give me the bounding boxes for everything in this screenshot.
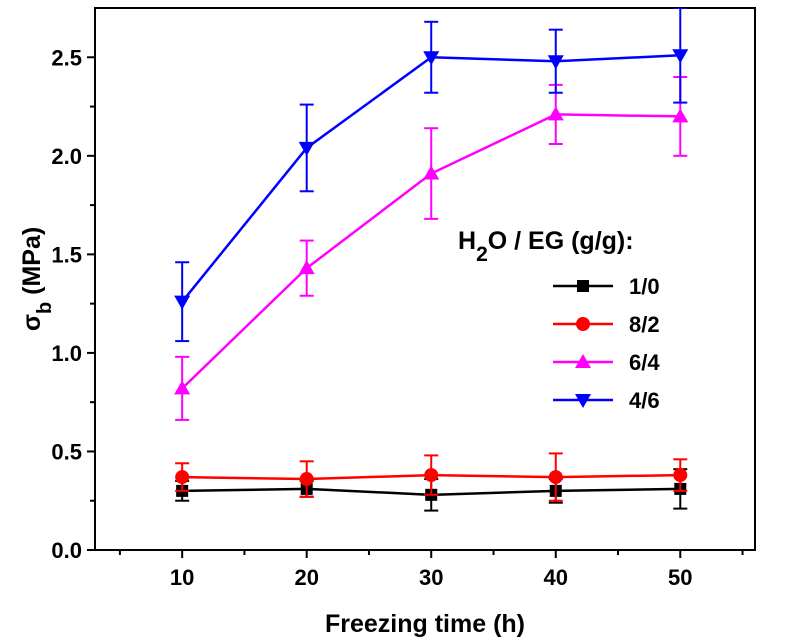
x-axis-ticks: 10 20 30 40 50	[118, 550, 744, 590]
y-tick-label-1.0: 1.0	[51, 341, 82, 366]
legend-marker	[577, 280, 589, 292]
data-point-8-2-20	[299, 472, 314, 487]
y-axis-title: σb (MPa)	[18, 227, 56, 331]
legend-entry-8-2: 8/2	[553, 312, 660, 337]
data-point-8-2-50	[673, 468, 688, 483]
data-point-8-2-40	[548, 470, 563, 485]
x-tick-label-30: 30	[419, 565, 443, 590]
legend-label: 1/0	[629, 274, 660, 299]
y-tick-label-1.5: 1.5	[51, 242, 82, 267]
y-axis-title-subscript: b	[34, 302, 56, 314]
data-point-6-4-10	[174, 380, 191, 395]
legend-marker	[576, 317, 590, 331]
legend-label: 6/4	[629, 350, 660, 375]
data-point-4-6-10	[174, 295, 191, 310]
y-axis-ticks: 0.0 0.5 1.0 1.5 2.0 2.5	[51, 45, 95, 563]
legend-entry-4-6: 4/6	[553, 388, 660, 413]
x-tick-label-20: 20	[294, 565, 318, 590]
legend-title: H2O / EG (g/g):	[458, 227, 634, 266]
plot-frame	[94, 7, 756, 551]
y-tick-label-2.5: 2.5	[51, 45, 82, 70]
y-axis-title-symbol: σ	[18, 314, 46, 331]
legend-marker	[575, 354, 591, 368]
data-point-6-4-50	[672, 108, 689, 123]
legend-entry-6-4: 6/4	[553, 350, 660, 375]
data-point-4-6-50	[672, 49, 689, 64]
data-point-4-6-20	[298, 141, 315, 156]
x-tick-label-50: 50	[668, 565, 692, 590]
y-tick-label-2.0: 2.0	[51, 144, 82, 169]
legend-label: 8/2	[629, 312, 660, 337]
series-layer	[174, 8, 689, 512]
y-axis-title-unit: (MPa)	[18, 227, 46, 302]
x-tick-label-40: 40	[544, 565, 568, 590]
data-point-6-4-30	[423, 165, 440, 180]
legend-label: 4/6	[629, 388, 660, 413]
series-8-2	[175, 452, 688, 502]
legend-marker	[575, 394, 591, 408]
x-tick-label-10: 10	[170, 565, 194, 590]
data-point-6-4-40	[547, 106, 564, 121]
legend-title-rest: O / EG (g/g):	[488, 227, 634, 255]
legend-title-h: H	[458, 227, 476, 255]
series-4-6	[174, 8, 689, 343]
x-axis-title: Freezing time (h)	[325, 610, 525, 638]
series-6-4	[174, 75, 689, 421]
data-point-8-2-10	[175, 470, 190, 485]
data-point-8-2-30	[424, 468, 439, 483]
legend-title-subscript: 2	[476, 243, 488, 266]
data-point-4-6-30	[423, 51, 440, 66]
y-tick-label-0.5: 0.5	[51, 439, 82, 464]
data-point-6-4-20	[298, 260, 315, 275]
legend: H2O / EG (g/g): 1/0 8/2 6/4 4/6	[458, 227, 660, 413]
legend-entry-1-0: 1/0	[553, 274, 660, 299]
data-point-4-6-40	[547, 55, 564, 70]
y-tick-label-0.0: 0.0	[51, 538, 82, 563]
